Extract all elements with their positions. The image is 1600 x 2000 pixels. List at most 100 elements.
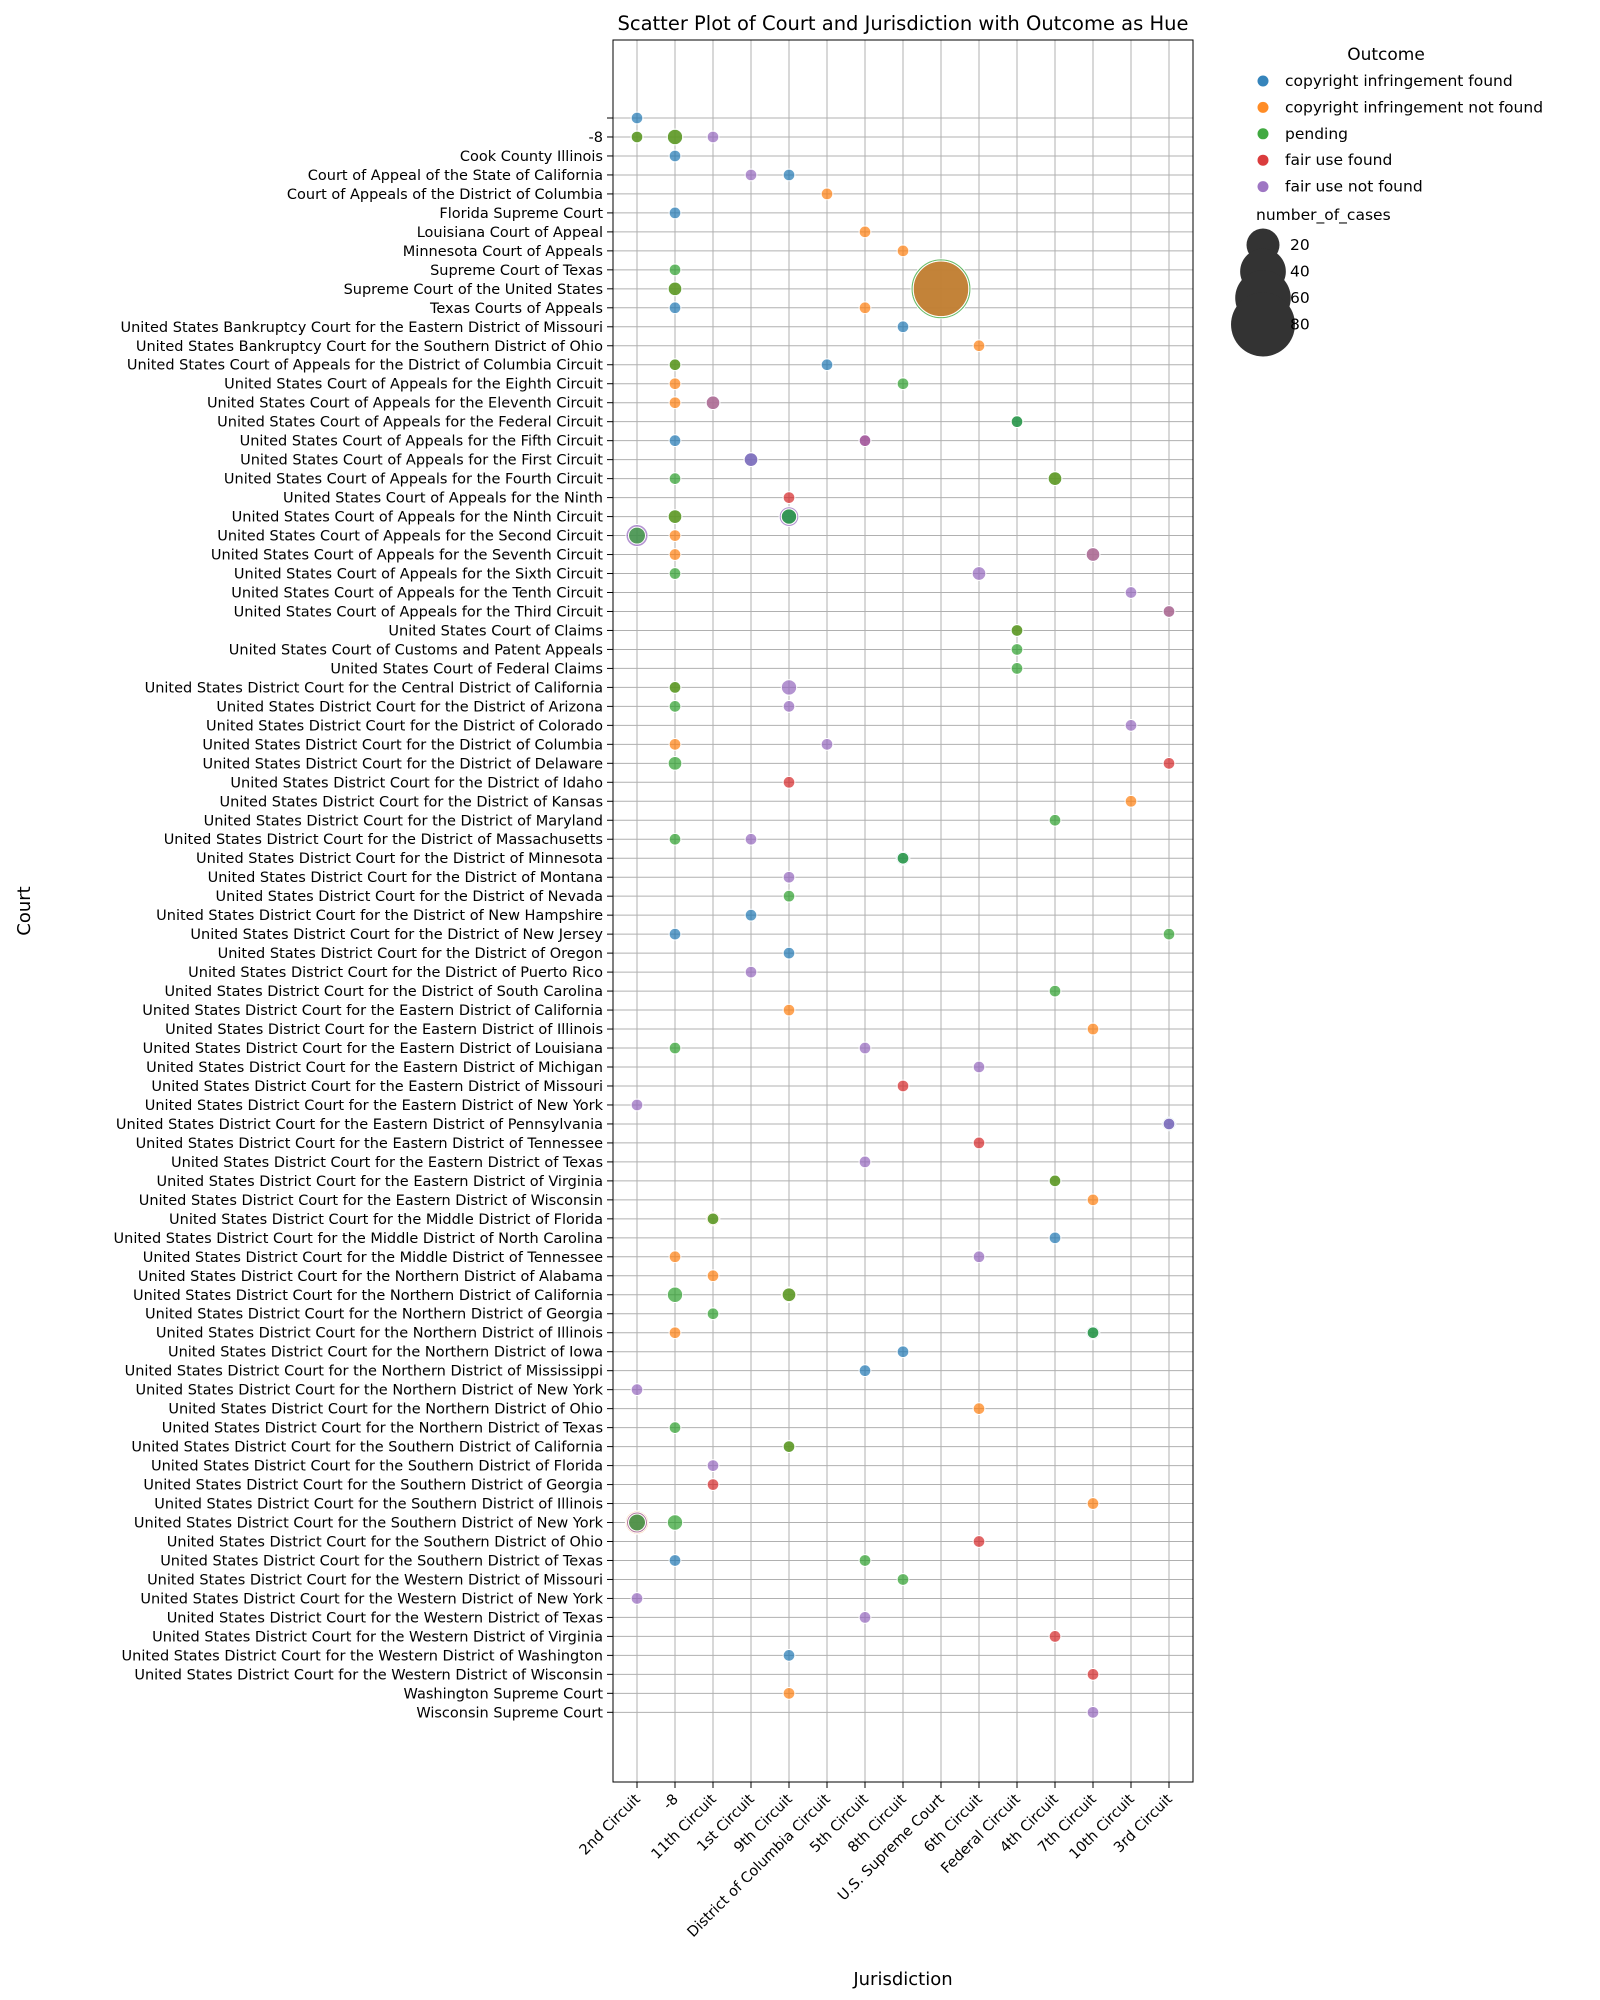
data-point [782, 946, 796, 960]
y-tick-label: United States District Court for the Wes… [134, 1667, 603, 1683]
y-tick-label: Washington Supreme Court [404, 1686, 604, 1702]
data-point [782, 1003, 796, 1017]
legend-marker [1257, 101, 1269, 113]
y-tick-label: United States Court of Appeals for the F… [240, 453, 603, 469]
data-point [782, 700, 796, 713]
y-tick-label: United States District Court for the Nor… [133, 1288, 603, 1304]
data-point [668, 206, 682, 220]
chart-title: Scatter Plot of Court and Jurisdiction w… [617, 12, 1188, 35]
y-tick-label: Wisconsin Supreme Court [416, 1705, 603, 1721]
data-point [780, 508, 798, 525]
data-point [668, 700, 682, 713]
data-point [1048, 1231, 1062, 1245]
data-point [1086, 1497, 1100, 1510]
legend-size-marker [1231, 292, 1295, 357]
data-point [1048, 1630, 1062, 1643]
data-point [628, 526, 646, 545]
y-tick-label: Court of Appeal of the State of Californ… [308, 168, 603, 184]
y-tick-label: United States District Court for the Mid… [143, 1250, 603, 1266]
y-tick-label: United States District Court for the Eas… [143, 1041, 603, 1057]
y-tick-label: United States District Court for the Dis… [230, 775, 603, 791]
data-point [858, 1155, 872, 1169]
data-point [972, 339, 986, 353]
data-point [628, 1513, 646, 1532]
y-tick-label: United States District Court for the Sou… [131, 1440, 603, 1456]
y-tick-label: United States District Court for the Eas… [171, 1155, 603, 1171]
y-tick-label: Cook County Illinois [460, 149, 603, 165]
data-point [668, 529, 682, 542]
y-tick-label: United States Court of Appeals for the N… [283, 491, 603, 507]
data-point [1048, 1174, 1062, 1188]
data-point [706, 1307, 720, 1321]
y-tick-label: United States District Court for the Nor… [135, 1383, 603, 1399]
y-tick-label: Supreme Court of the United States [344, 282, 603, 298]
data-point [1085, 547, 1101, 562]
data-point [667, 755, 683, 771]
y-tick-label: United States District Court for the Dis… [206, 718, 603, 734]
data-point [896, 244, 910, 258]
data-point [668, 377, 682, 391]
y-tick-label: United States Court of Appeals for the T… [231, 586, 603, 602]
y-tick-label: United States District Court for the Eas… [146, 1060, 603, 1076]
y-tick-label: United States District Court for the Nor… [168, 1402, 603, 1418]
y-tick-label: United States District Court for the Mid… [114, 1231, 603, 1247]
y-tick-label: Florida Supreme Court [439, 206, 603, 222]
legend-label: fair use not found [1285, 178, 1423, 196]
legend-label: copyright infringement not found [1285, 98, 1543, 116]
data-point [781, 1287, 797, 1303]
y-tick-label: United States District Court for the Eas… [136, 1136, 604, 1152]
data-point [782, 870, 796, 884]
y-tick-label: United States Court of Federal Claims [330, 661, 603, 677]
data-point [668, 263, 682, 277]
x-axis-title: Jurisdiction [852, 1969, 952, 1990]
y-tick-label: United States District Court for the Mid… [169, 1212, 603, 1228]
y-tick-label: United States District Court for the Dis… [203, 756, 604, 772]
y-tick-label: United States Court of Appeals for the S… [217, 529, 603, 545]
data-point [1162, 756, 1176, 770]
legend-label: copyright infringement found [1285, 72, 1513, 90]
data-point [668, 149, 682, 163]
data-point [668, 927, 682, 941]
y-tick-label: United States District Court for the Nor… [168, 1345, 603, 1361]
legend-marker [1257, 75, 1269, 87]
legend-marker [1257, 181, 1269, 193]
data-point [744, 965, 758, 979]
data-point [668, 1554, 682, 1567]
data-point [1086, 1193, 1100, 1207]
data-point [820, 358, 834, 372]
data-point [667, 509, 683, 524]
legend: Outcome copyright infringement found copy… [1231, 45, 1543, 357]
data-point [743, 452, 759, 468]
grid [613, 40, 1193, 1782]
legend-size-label: 80 [1290, 316, 1310, 334]
y-tick-label: United States District Court for the Eas… [116, 1117, 603, 1133]
legend-title: Outcome [1347, 45, 1425, 65]
data-point [668, 1250, 682, 1264]
data-point [668, 548, 682, 561]
y-tick-label: United States Court of Appeals for the F… [240, 434, 604, 450]
y-tick-label: United States Court of Appeals for the S… [211, 548, 603, 564]
data-point [668, 681, 682, 694]
y-tick-label: United States Court of Customs and Paten… [229, 642, 603, 658]
y-tick-label: United States District Court for the Wes… [147, 1572, 603, 1588]
data-point [858, 1554, 872, 1567]
y-tick-label: Louisiana Court of Appeal [417, 225, 603, 241]
y-tick-label: United States District Court for the Nor… [125, 1364, 603, 1380]
y-tick-label: United States Court of Appeals for the T… [234, 604, 604, 620]
y-axis-ticks: -8 Cook County Illinois Court of Appeal of… [114, 117, 613, 1721]
data-point [666, 128, 684, 146]
y-tick-label: United States Court of Claims [388, 623, 603, 639]
y-axis-title: Court [14, 886, 35, 935]
data-point [972, 1535, 986, 1548]
data-point [972, 1402, 986, 1416]
data-point [668, 1326, 682, 1340]
data-point [630, 111, 644, 125]
data-point [896, 1573, 910, 1586]
data-point [896, 377, 910, 391]
data-point [630, 1383, 644, 1397]
y-tick-label: United States District Court for the Dis… [208, 870, 603, 886]
data-point [1086, 1326, 1100, 1340]
y-tick-label: United States District Court for the Nor… [162, 1421, 603, 1437]
data-point [782, 491, 796, 504]
